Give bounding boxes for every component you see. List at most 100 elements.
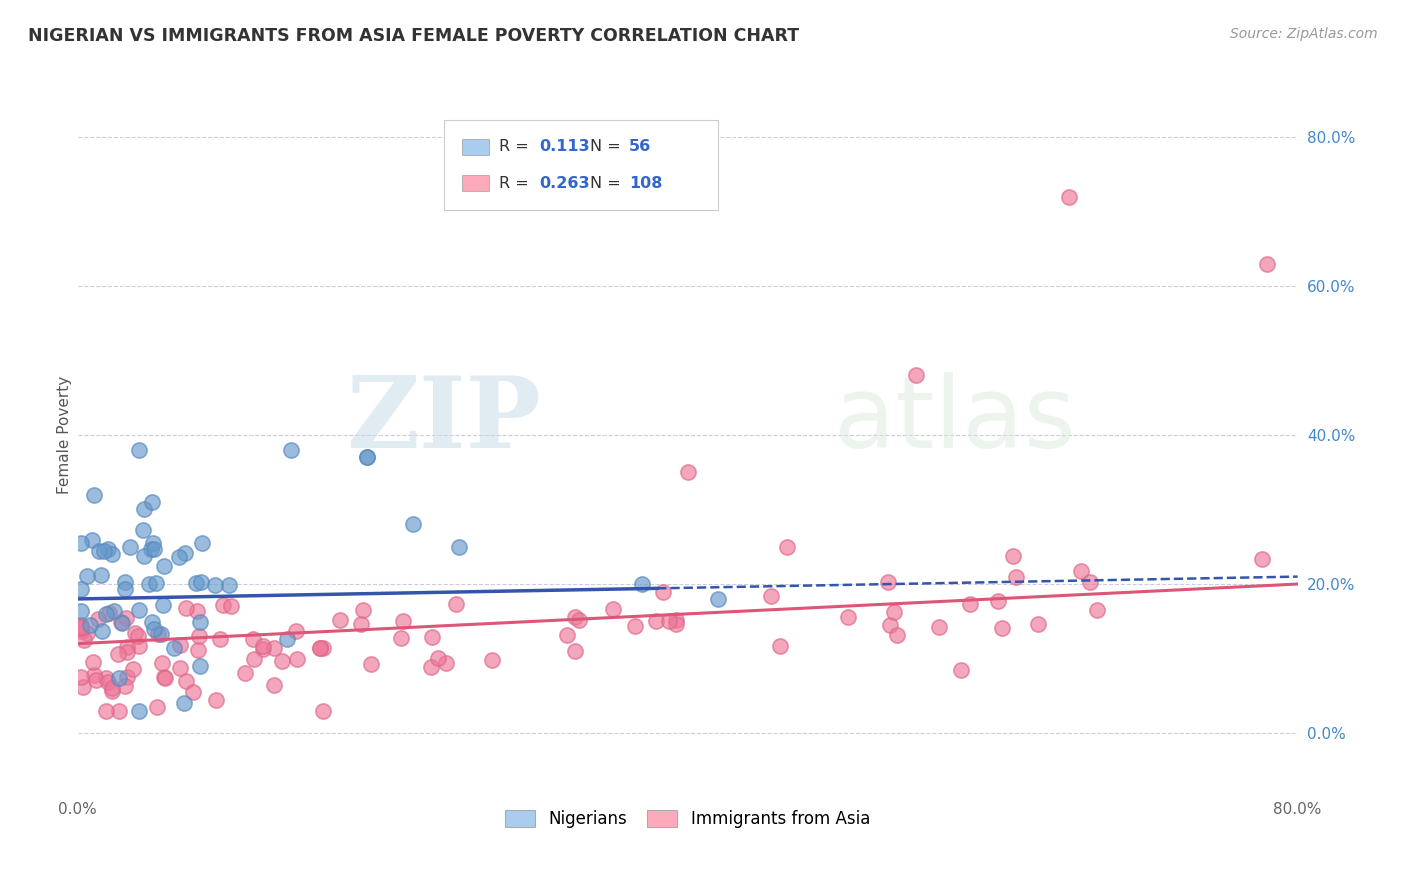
FancyBboxPatch shape: [463, 176, 489, 191]
Point: [645, 614, 668, 628]
Point: [173, 696, 195, 710]
Point: [209, 632, 232, 646]
Point: [94, 607, 117, 621]
Point: [184, 576, 207, 591]
Point: [69, 670, 91, 684]
Text: R =: R =: [499, 139, 529, 154]
Text: atlas: atlas: [834, 372, 1076, 469]
Text: NIGERIAN VS IMMIGRANTS FROM ASIA FEMALE POVERTY CORRELATION CHART: NIGERIAN VS IMMIGRANTS FROM ASIA FEMALE …: [28, 27, 799, 45]
Point: [134, 502, 156, 516]
Point: [877, 575, 900, 590]
Point: [98, 606, 121, 620]
Point: [263, 678, 285, 692]
Point: [186, 604, 208, 618]
Point: [97, 674, 120, 689]
Point: [360, 657, 382, 671]
FancyBboxPatch shape: [444, 120, 718, 210]
Point: [1078, 575, 1101, 590]
Point: [73, 633, 96, 648]
Point: [127, 628, 149, 642]
Point: [82, 655, 104, 669]
Point: [205, 693, 228, 707]
Point: [389, 632, 412, 646]
Point: [886, 628, 908, 642]
Point: [657, 614, 679, 628]
Point: [76, 569, 98, 583]
Point: [173, 546, 195, 560]
Point: [1026, 617, 1049, 632]
Point: [128, 442, 150, 457]
Point: [107, 672, 129, 686]
Point: [665, 614, 688, 628]
Point: [169, 638, 191, 652]
Point: [352, 602, 374, 616]
Point: [111, 616, 134, 631]
Point: [190, 574, 212, 589]
Point: [153, 559, 176, 574]
Point: [141, 615, 163, 629]
Point: [90, 568, 112, 582]
Point: [155, 671, 177, 685]
Point: [263, 641, 285, 656]
Point: [174, 673, 197, 688]
Point: [187, 642, 209, 657]
Point: [84, 673, 107, 687]
Point: [1070, 564, 1092, 578]
Y-axis label: Female Poverty: Female Poverty: [58, 376, 72, 494]
Point: [356, 450, 378, 465]
Point: [191, 536, 214, 550]
Point: [181, 685, 204, 699]
Text: Source: ZipAtlas.com: Source: ZipAtlas.com: [1230, 27, 1378, 41]
Text: 0.263: 0.263: [538, 176, 589, 191]
Point: [148, 627, 170, 641]
Point: [427, 651, 450, 665]
Point: [69, 535, 91, 549]
Text: R =: R =: [499, 176, 529, 191]
Point: [115, 611, 138, 625]
Point: [221, 599, 243, 613]
Text: 108: 108: [628, 176, 662, 191]
Point: [69, 617, 91, 632]
Point: [204, 578, 226, 592]
Point: [83, 488, 105, 502]
Point: [420, 630, 443, 644]
Point: [152, 598, 174, 612]
Point: [143, 542, 166, 557]
Point: [169, 661, 191, 675]
Point: [775, 540, 797, 554]
Text: 56: 56: [628, 139, 651, 154]
Point: [928, 620, 950, 634]
Point: [1001, 549, 1024, 563]
Point: [169, 549, 191, 564]
Point: [564, 644, 586, 658]
Legend: Nigerians, Immigrants from Asia: Nigerians, Immigrants from Asia: [499, 803, 877, 834]
Point: [769, 639, 792, 653]
Point: [69, 620, 91, 634]
Point: [905, 368, 928, 383]
Point: [69, 624, 91, 639]
Point: [350, 616, 373, 631]
Point: [481, 653, 503, 667]
Point: [188, 629, 211, 643]
Point: [115, 640, 138, 655]
Point: [1085, 603, 1108, 617]
Point: [631, 577, 654, 591]
Point: [114, 680, 136, 694]
Point: [188, 659, 211, 673]
Point: [149, 627, 172, 641]
Text: N =: N =: [591, 139, 621, 154]
Text: 0.113: 0.113: [538, 139, 589, 154]
Point: [959, 597, 981, 611]
Point: [69, 604, 91, 618]
Point: [284, 624, 307, 639]
Point: [987, 594, 1010, 608]
Point: [312, 641, 335, 656]
Point: [276, 632, 298, 646]
Point: [837, 609, 859, 624]
Point: [285, 652, 308, 666]
Point: [312, 704, 335, 718]
Point: [80, 533, 103, 547]
Point: [124, 625, 146, 640]
Point: [676, 465, 699, 479]
Point: [110, 615, 132, 630]
